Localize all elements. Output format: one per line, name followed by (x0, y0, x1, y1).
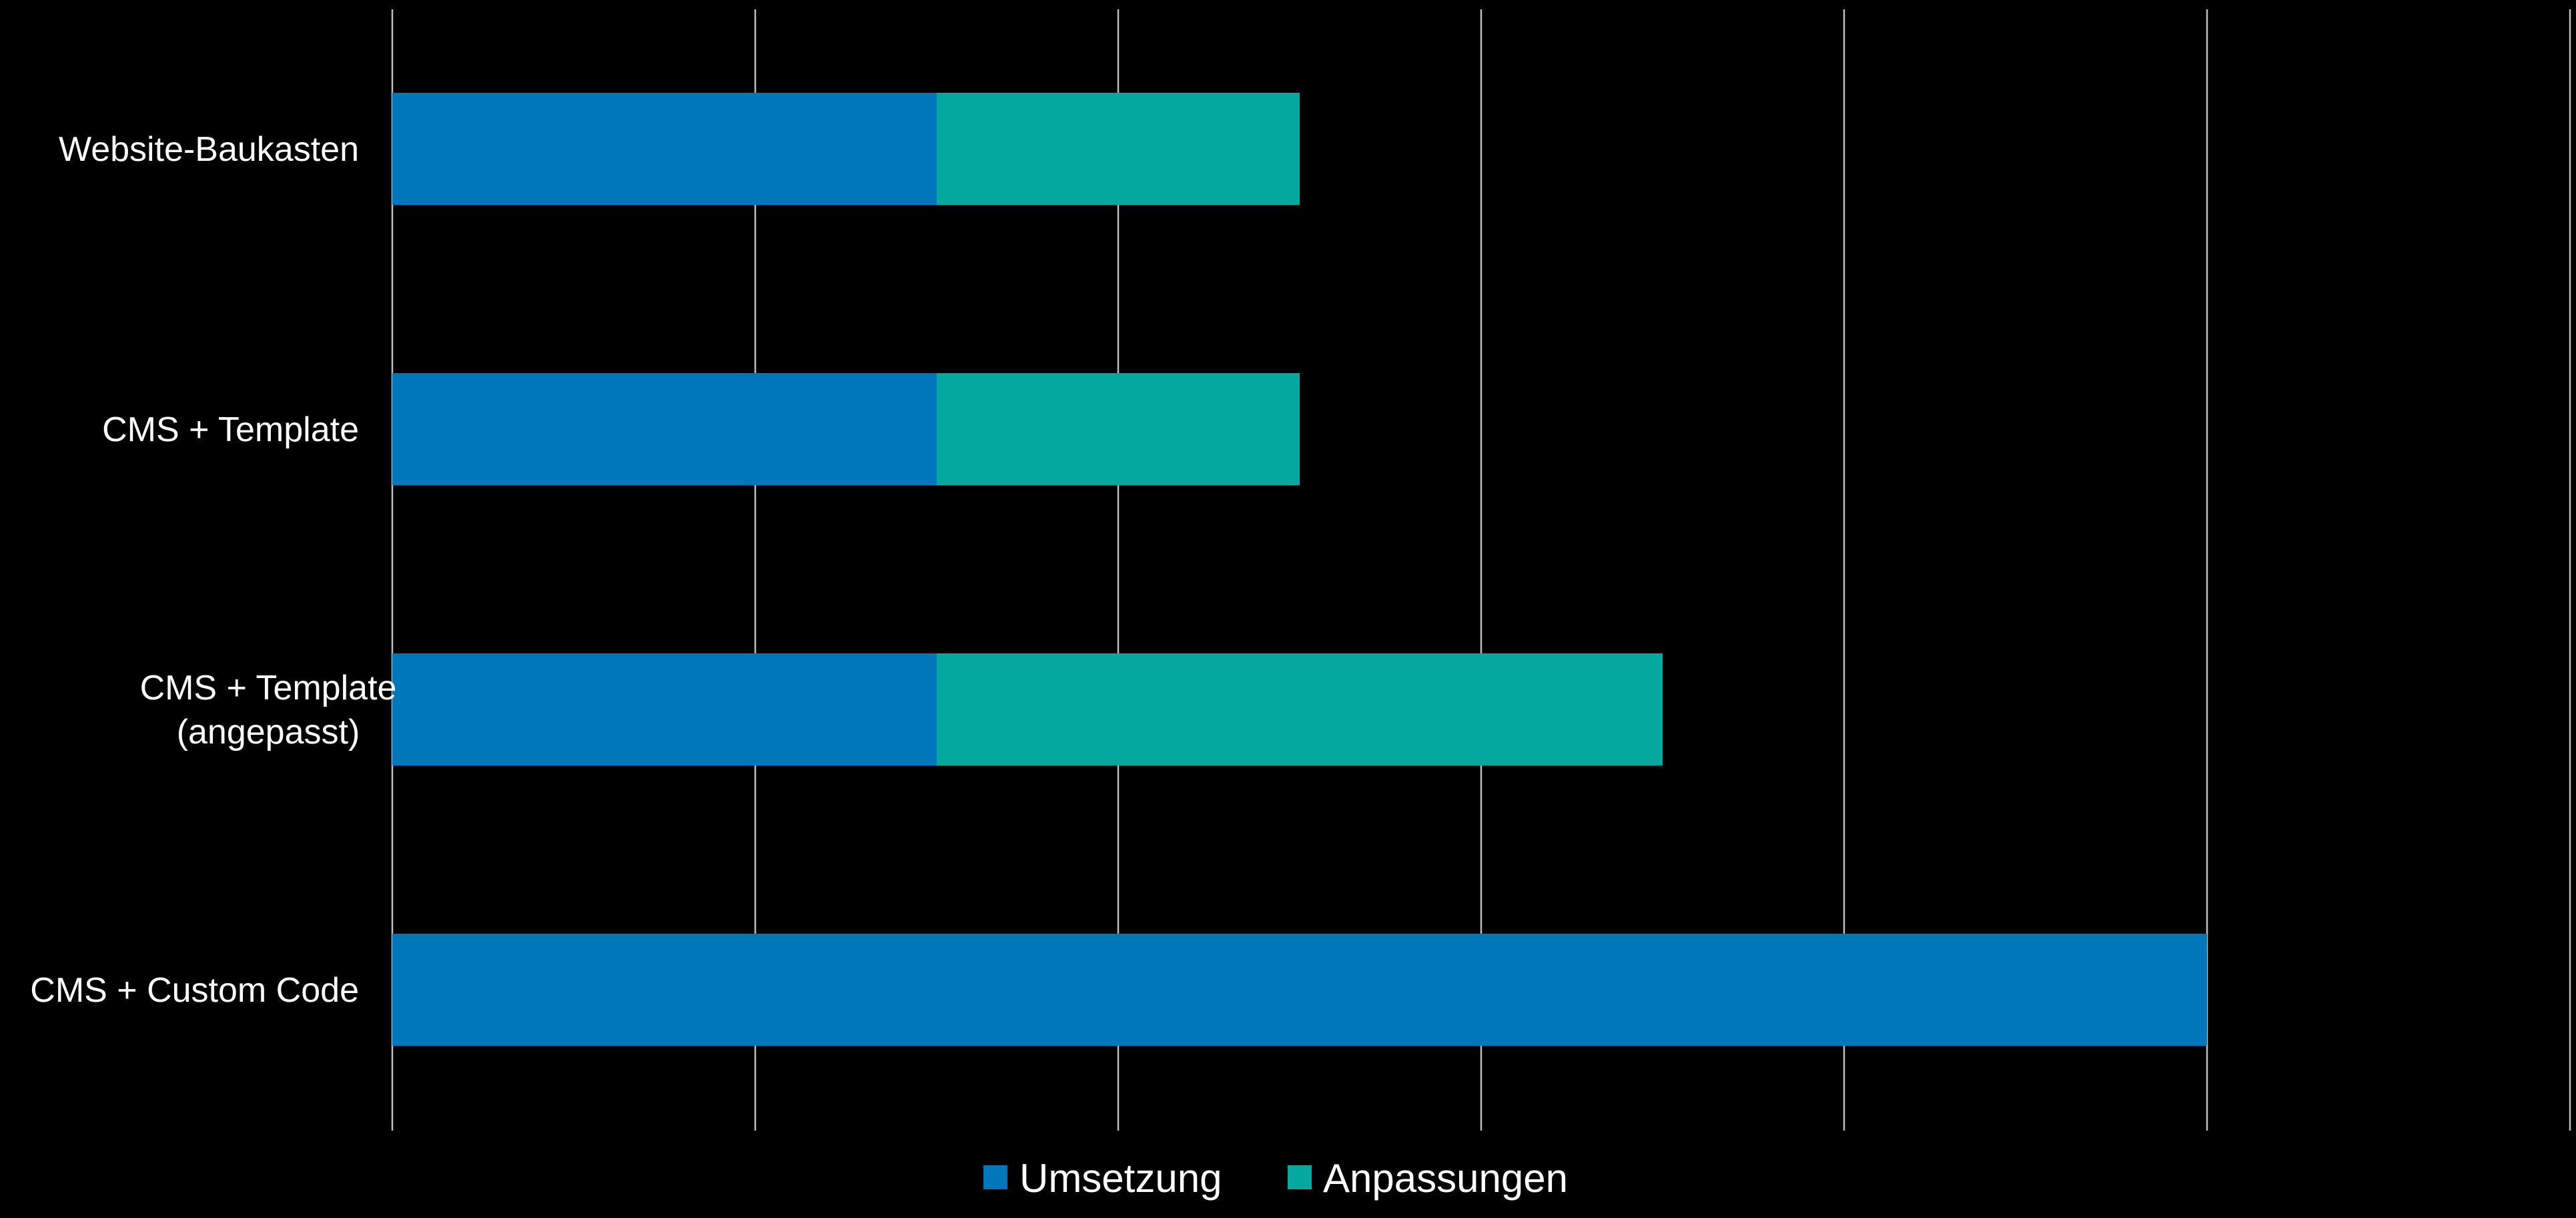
category-label-1: CMS + Template (102, 410, 359, 449)
legend-swatch-umsetzung (983, 1165, 1007, 1189)
bar-umsetzung-1 (392, 373, 937, 485)
bar-anpassungen-1 (937, 373, 1300, 485)
category-label-3: CMS + Custom Code (30, 971, 359, 1010)
bar-umsetzung-2 (392, 653, 937, 766)
legend-label-anpassungen: Anpassungen (1323, 1156, 1568, 1201)
bar-umsetzung-0 (392, 93, 937, 205)
category-label-line: Website-Baukasten (59, 130, 359, 169)
bar-umsetzung-3 (392, 934, 2207, 1046)
bar-anpassungen-0 (937, 93, 1300, 205)
bar-anpassungen-2 (937, 653, 1663, 766)
legend-label-umsetzung: Umsetzung (1019, 1156, 1222, 1201)
category-label-line: CMS + Template (102, 410, 359, 449)
category-label-2: CMS + Template (angepasst) (140, 669, 397, 751)
category-label-line: (angepasst) (177, 713, 360, 751)
bars (392, 93, 2207, 1046)
legend-swatch-anpassungen (1288, 1165, 1312, 1189)
legend: Umsetzung Anpassungen (983, 1156, 1568, 1201)
category-label-line: CMS + Template (140, 669, 397, 707)
category-label-0: Website-Baukasten (59, 130, 359, 169)
category-label-line: CMS + Custom Code (30, 971, 359, 1010)
